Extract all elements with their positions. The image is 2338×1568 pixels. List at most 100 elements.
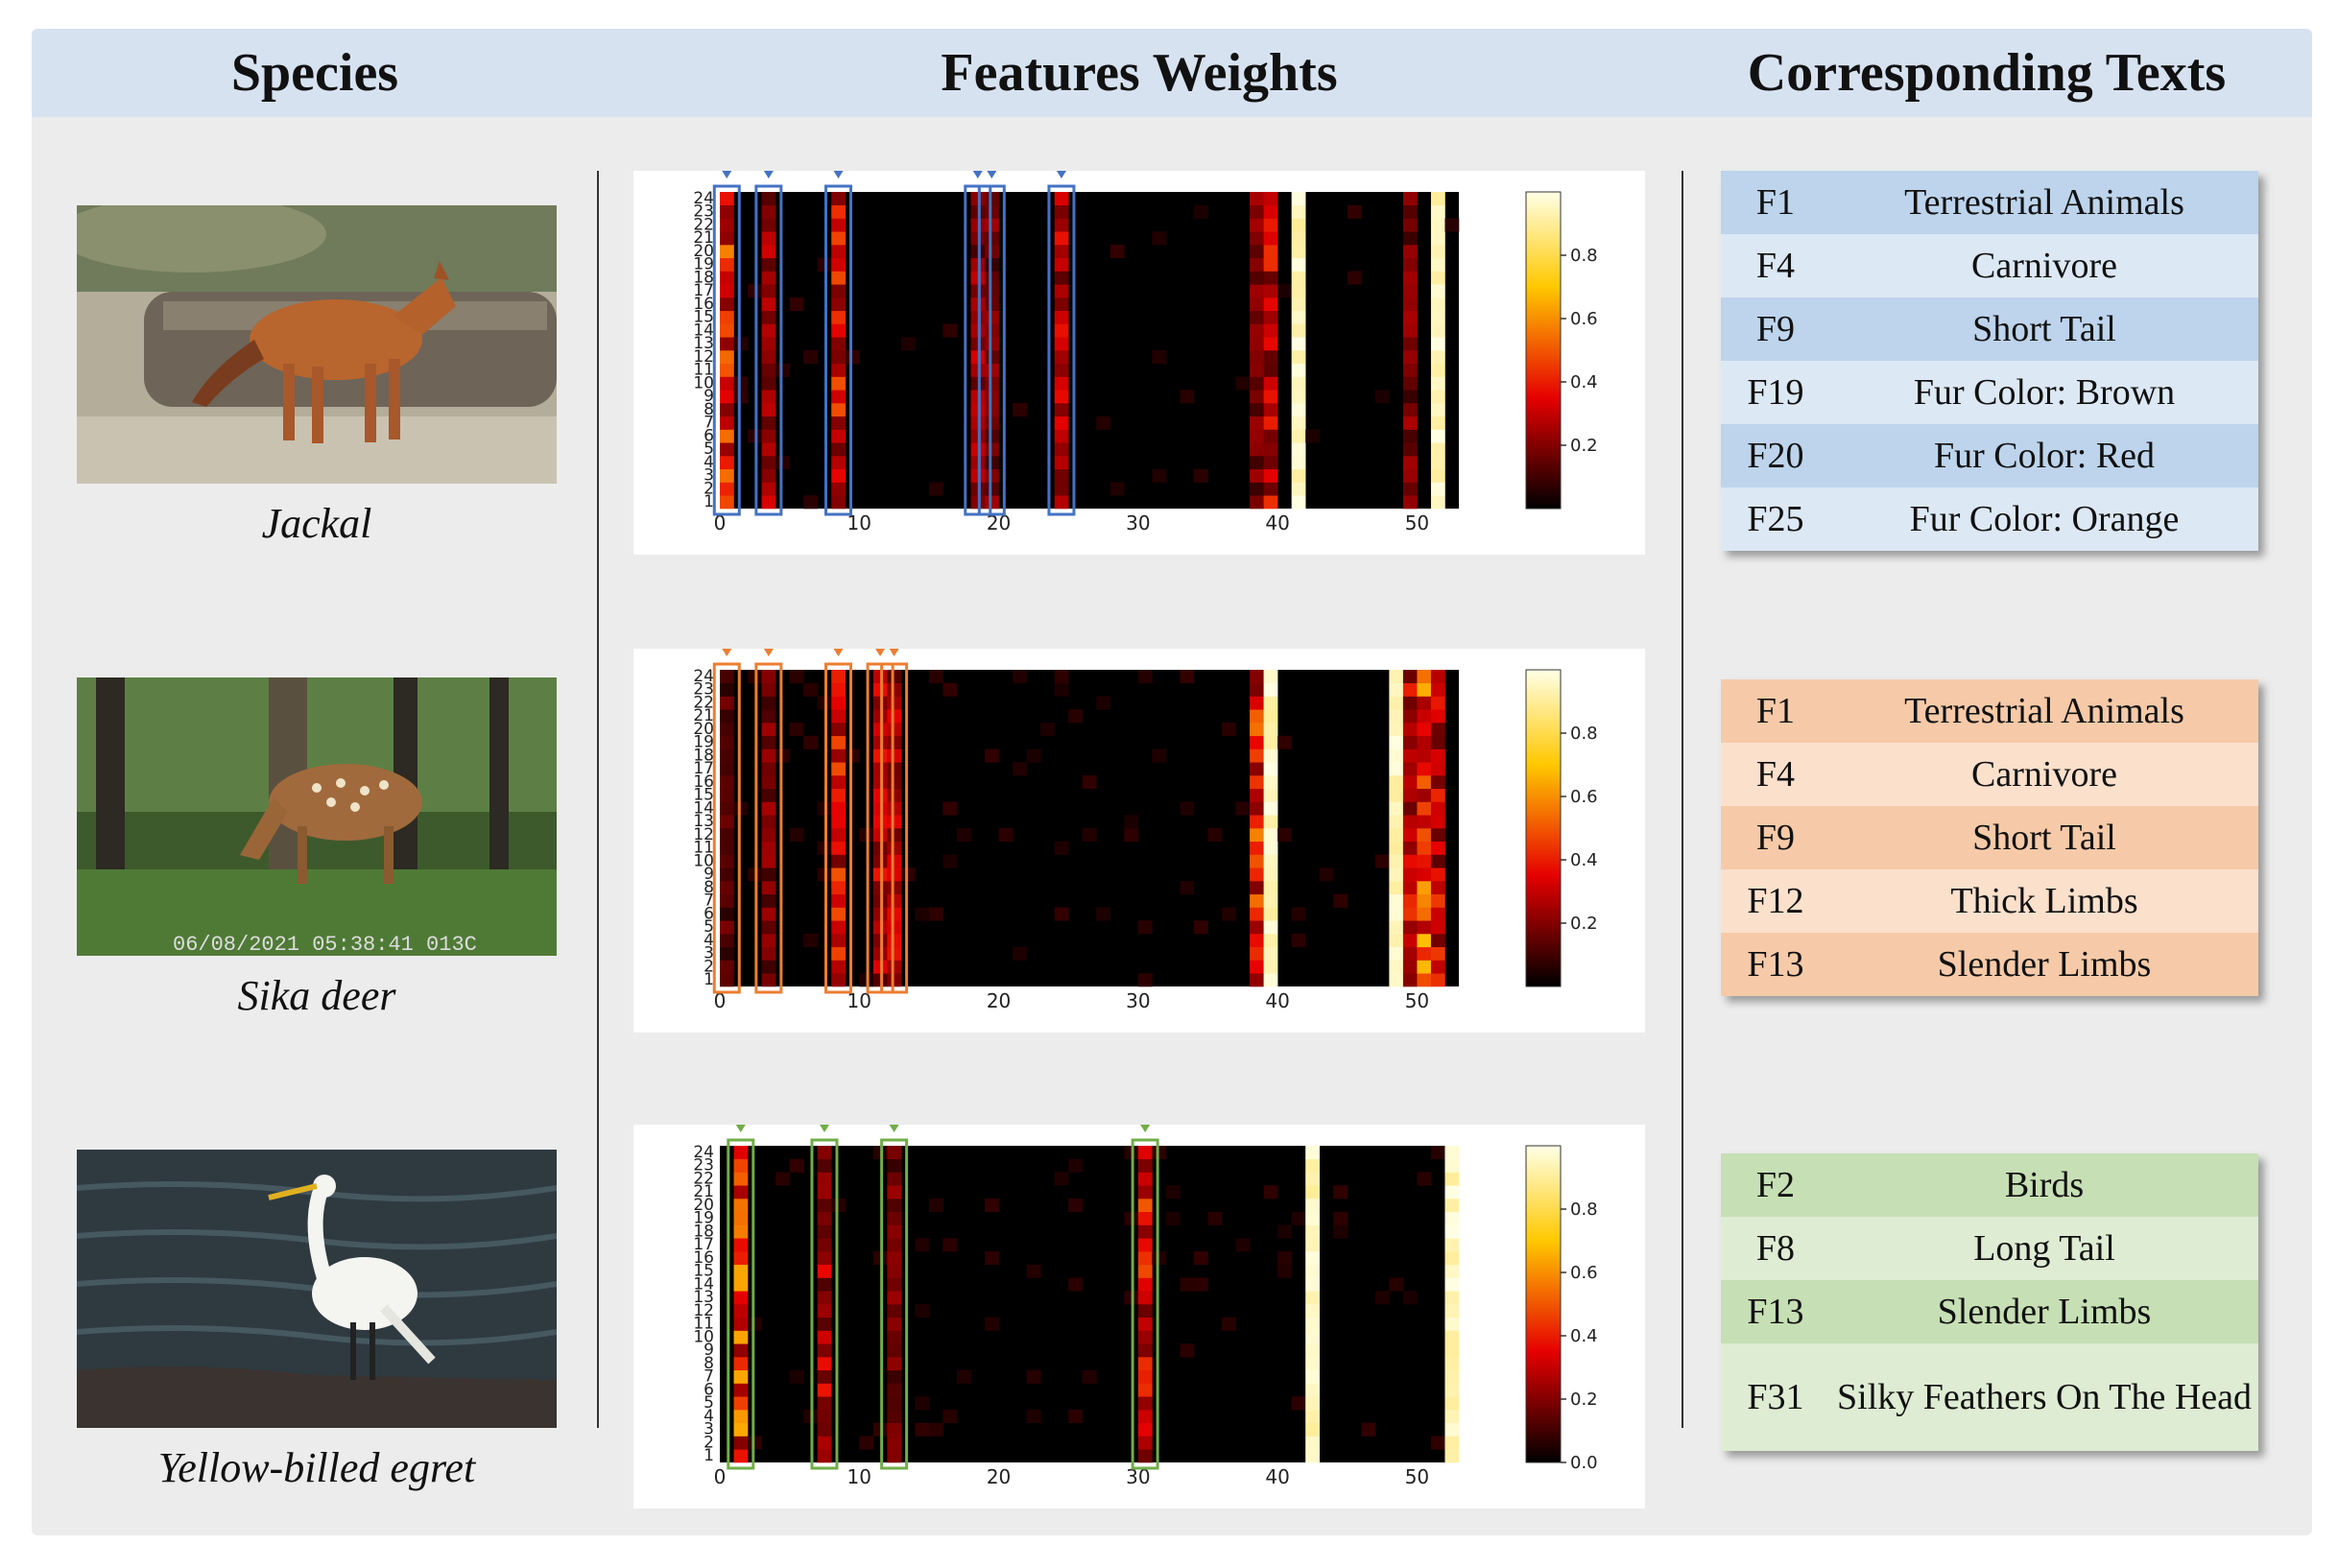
heatmap-cell (720, 495, 734, 510)
heatmap-cell (1402, 735, 1418, 749)
feature-text: Slender Limbs (1937, 1292, 2152, 1332)
heatmap-cell (1263, 245, 1278, 259)
heatmap-cell (1430, 828, 1445, 843)
heatmap-cell (1430, 907, 1445, 921)
heatmap-cell (1124, 815, 1139, 829)
heatmap-cell (1250, 973, 1264, 987)
heatmap-cell (985, 416, 999, 430)
y-tick-label: 16 (693, 1248, 714, 1268)
heatmap-cell (1430, 934, 1445, 948)
heatmap-cell (733, 1410, 749, 1424)
heatmap-cell (720, 257, 734, 272)
heatmap-cell (1417, 801, 1432, 816)
heatmap-cell (761, 456, 776, 470)
heatmap-cell (1054, 271, 1069, 285)
heatmap-cell (1402, 946, 1418, 961)
colorbar-tick-label: 0.6 (1570, 309, 1598, 329)
heatmap-cell (761, 350, 776, 365)
heatmap-cell (887, 748, 902, 763)
heatmap-cell (733, 1304, 749, 1319)
heatmap-cell (761, 297, 776, 312)
heatmap-cell (761, 284, 776, 298)
heatmap-cell (1013, 403, 1027, 417)
colorbar-tick-label: 0.4 (1570, 1326, 1598, 1346)
heatmap-cell (985, 297, 999, 312)
heatmap-cell (1305, 1146, 1321, 1160)
heatmap-cell (1152, 231, 1167, 246)
y-tick-label: 13 (693, 812, 714, 831)
heatmap-cell (1305, 429, 1321, 443)
heatmap-cell (789, 670, 804, 684)
heatmap-cell (1180, 881, 1195, 895)
heatmap-cell (1291, 482, 1306, 496)
heatmap-cell (1263, 429, 1278, 443)
y-tick-label: 15 (693, 308, 714, 327)
heatmap-cell (761, 893, 776, 908)
heatmap-cell (831, 788, 847, 802)
heatmap-cell (720, 682, 734, 697)
heatmap-cell (887, 815, 902, 829)
heatmap-cell (887, 828, 902, 843)
arrow-head (819, 1125, 829, 1132)
heatmap-cell (733, 1185, 749, 1200)
egret-photo (77, 1150, 557, 1428)
heatmap-cell (887, 973, 902, 987)
heatmap-cell (1137, 1238, 1153, 1252)
feature-row: F8 Long Tail (1721, 1217, 2258, 1280)
heatmap-cell (831, 376, 847, 391)
heatmap-cell (761, 881, 776, 895)
heatmap-cell (887, 1211, 902, 1225)
heatmap-cell (1402, 893, 1418, 908)
heatmap-cell (1137, 1264, 1153, 1278)
heatmap-cell (761, 815, 776, 829)
y-tick-label: 4 (704, 931, 714, 950)
heatmap-cell (1193, 1277, 1208, 1292)
heatmap-cell (1417, 960, 1432, 974)
features-table-egret: F2 Birds F8 Long Tail F13 Slender Limbs F31 Sil… (1721, 1153, 2258, 1451)
heatmap-cell (985, 390, 999, 404)
arrow-head (987, 171, 997, 178)
heatmap-cell (1402, 376, 1418, 391)
heatmap-cell (720, 482, 734, 496)
heatmap-cell (1430, 337, 1445, 351)
y-tick-label: 2 (704, 1433, 714, 1452)
heatmap-cell (1263, 310, 1278, 324)
heatmap-cell (1291, 323, 1306, 338)
heatmap-cell (1444, 1172, 1460, 1186)
heatmap-cell (761, 271, 776, 285)
heatmap-cell (1222, 1317, 1236, 1331)
heatmap-cell (1263, 670, 1278, 684)
heatmap-cell (985, 442, 999, 457)
heatmap-cell (1263, 323, 1278, 338)
heatmap-cell (942, 1410, 958, 1424)
heatmap-cell (1402, 390, 1418, 404)
heatmap-cell (761, 788, 776, 802)
feature-row: F1 Terrestrial Animals (1721, 679, 2258, 743)
feature-code: F2 (1755, 1165, 1796, 1205)
heatmap-cell (1263, 854, 1278, 868)
heatmap-cell (1250, 456, 1264, 470)
y-tick-label: 17 (693, 1235, 714, 1254)
heatmap-cell (1250, 337, 1264, 351)
heatmap-cell (1444, 1251, 1460, 1266)
y-tick-label: 22 (693, 215, 714, 234)
heatmap-cell (1305, 1449, 1321, 1463)
arrow-head (833, 171, 844, 178)
heatmap-cell (1444, 1343, 1460, 1358)
heatmap-cell (1430, 297, 1445, 312)
heatmap-cell (720, 192, 734, 206)
arrow-head (833, 649, 844, 656)
heatmap-cell (985, 495, 999, 510)
heatmap-cell (1263, 495, 1278, 510)
heatmap-cell (1444, 1317, 1460, 1331)
feature-row: F19 Fur Color: Brown (1721, 361, 2258, 424)
heatmap-cell (1430, 670, 1445, 684)
heatmap-cell (985, 284, 999, 298)
heatmap-cell (1263, 257, 1278, 272)
y-tick-label: 14 (693, 798, 714, 818)
heatmap-cell (1444, 1158, 1460, 1173)
heatmap-cell (831, 841, 847, 855)
heatmap-cell (1402, 762, 1418, 776)
heatmap-cell (1250, 946, 1264, 961)
y-tick-label: 5 (704, 1393, 714, 1413)
